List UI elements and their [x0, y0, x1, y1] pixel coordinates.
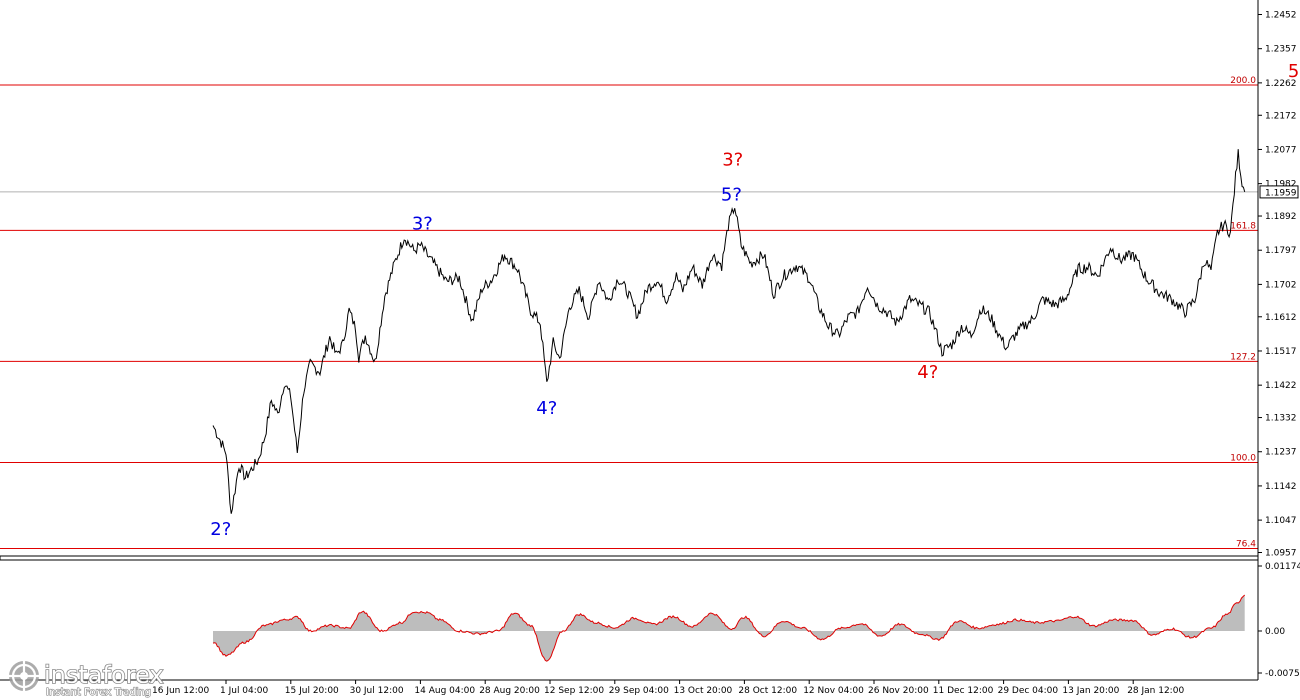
price-tick-label: 1.1142: [1265, 482, 1297, 492]
time-tick-label: 12 Sep 12:00: [544, 686, 604, 696]
price-tick-label: 1.2452: [1265, 11, 1297, 21]
price-tick-label: 1.1047: [1265, 516, 1297, 526]
time-tick-label: 1 Jul 04:00: [220, 686, 269, 696]
time-axis-ticks: 1 Jul 04:00 15 Jul 20:00 30 Jul 12:00 14 Au…: [152, 680, 1184, 696]
wave-label: 4?: [536, 398, 557, 419]
fib-level-label: 127.2: [1230, 352, 1256, 362]
oscillator-axis-ticks: 0.01174 0.00 -0.00759: [1258, 562, 1300, 679]
time-tick-label: 26 Nov 20:00: [868, 686, 929, 696]
price-series-line: [212, 149, 1246, 514]
wave-label: 3?: [722, 149, 743, 170]
current-price-label: 1.1959: [1265, 188, 1297, 198]
time-tick-label: 28 Oct 12:00: [738, 686, 797, 696]
price-tick-label: 1.1982: [1265, 180, 1297, 190]
main-price-pane: 200.0 161.8 127.2 100.0 76.4 2? 3? 4? 5? 3? 4? 5?: [0, 61, 1300, 550]
price-tick-label: 1.1797: [1265, 246, 1297, 256]
time-tick-label: 28 Aug 20:00: [479, 686, 540, 696]
price-tick-label: 1.2077: [1265, 145, 1297, 155]
fib-level-label: 100.0: [1230, 454, 1256, 464]
time-tick-label: 28 Jan 12:00: [1127, 686, 1184, 696]
price-tick-label: 1.2262: [1265, 79, 1297, 89]
price-tick-label: 1.1612: [1265, 313, 1297, 323]
oscillator-tick-label: 0.01174: [1265, 562, 1300, 572]
oscillator-tick-label: 0.00: [1265, 627, 1285, 637]
wave-label: 2?: [210, 519, 231, 540]
price-tick-label: 1.1892: [1265, 212, 1297, 222]
fibonacci-levels: 200.0 161.8 127.2 100.0 76.4: [0, 76, 1258, 550]
time-tick-label: 14 Aug 04:00: [414, 686, 475, 696]
wave-label: 5?: [721, 185, 742, 206]
fib-level-label: 161.8: [1230, 221, 1256, 231]
price-tick-label: 1.2172: [1265, 111, 1297, 121]
price-tick-label: 1.1517: [1265, 347, 1297, 357]
price-tick-label: 1.1422: [1265, 381, 1297, 391]
watermark-brand: instaforex: [44, 661, 164, 689]
wave-label: 4?: [917, 362, 938, 383]
pane-separator: [0, 555, 1259, 561]
oscillator-histogram: [213, 595, 1245, 662]
price-tick-label: 1.0957: [1265, 549, 1297, 559]
price-tick-label: 1.1237: [1265, 448, 1297, 458]
time-tick-label: 12 Nov 04:00: [803, 686, 864, 696]
oscillator-signal-line: [212, 594, 1246, 662]
instaforex-logo-icon: [9, 661, 39, 691]
time-tick-label: 11 Dec 12:00: [933, 686, 994, 696]
oscillator-tick-label: -0.00759: [1265, 669, 1300, 679]
watermark-tagline: Instant Forex Trading: [46, 687, 151, 698]
wave-labels: 2? 3? 4? 5? 3? 4? 5?: [210, 61, 1300, 540]
instaforex-watermark: instaforex Instant Forex Trading: [9, 660, 164, 699]
wave-label: 3?: [412, 213, 433, 234]
time-tick-label: 29 Dec 04:00: [998, 686, 1059, 696]
time-tick-label: 15 Jul 20:00: [285, 686, 339, 696]
price-tick-label: 1.1702: [1265, 280, 1297, 290]
price-tick-label: 1.2357: [1265, 45, 1297, 55]
time-tick-label: 16 Jun 12:00: [152, 686, 209, 696]
time-tick-label: 29 Sep 04:00: [609, 686, 669, 696]
time-tick-label: 13 Jan 20:00: [1062, 686, 1119, 696]
wave-label: 5?: [1288, 61, 1300, 82]
price-tick-label: 1.1332: [1265, 414, 1297, 424]
current-price-box: 1.1959: [1259, 185, 1299, 199]
fib-level-label: 200.0: [1230, 76, 1256, 86]
time-tick-label: 30 Jul 12:00: [350, 686, 404, 696]
price-axis-ticks: 1.2452 1.2357 1.2262 1.2172 1.2077 1.1982 1.18…: [1258, 11, 1297, 559]
oscillator-pane: [212, 594, 1246, 662]
time-tick-label: 13 Oct 20:00: [674, 686, 733, 696]
fib-level-label: 76.4: [1236, 540, 1256, 550]
